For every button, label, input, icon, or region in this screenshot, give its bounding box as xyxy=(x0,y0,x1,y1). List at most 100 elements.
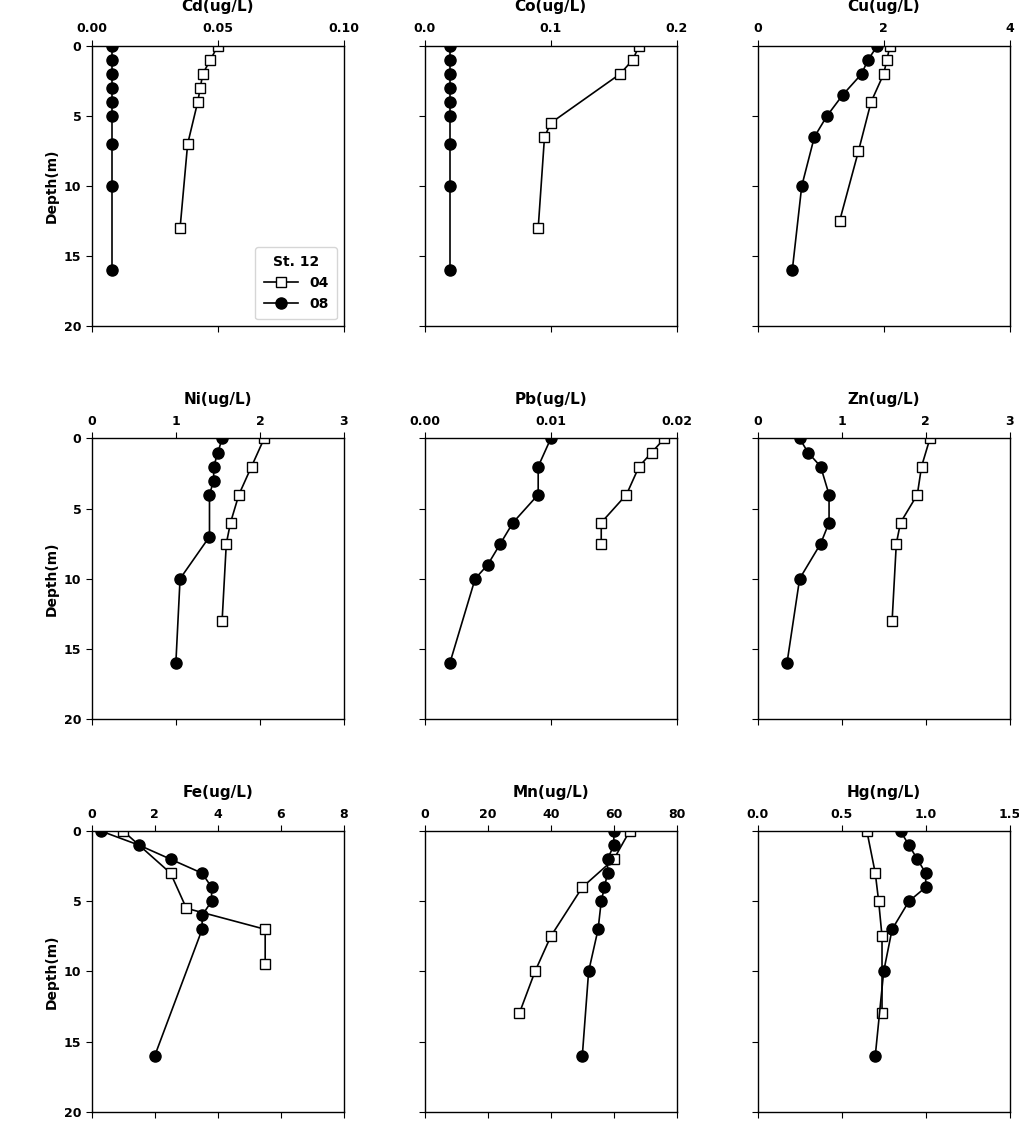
Line: 04: 04 xyxy=(834,41,894,226)
08 xyxy=(506,516,519,529)
Y-axis label: Depth(m): Depth(m) xyxy=(44,934,58,1008)
08 xyxy=(169,656,181,669)
08 xyxy=(132,839,145,853)
04 xyxy=(871,894,883,908)
Line: 08: 08 xyxy=(444,433,555,668)
Line: 04: 04 xyxy=(118,826,270,970)
08 xyxy=(443,179,455,193)
08 xyxy=(902,839,914,853)
04 xyxy=(852,144,864,158)
08 xyxy=(894,824,906,838)
08 xyxy=(870,39,882,53)
04 xyxy=(259,958,271,972)
Title: Cu(ug/L): Cu(ug/L) xyxy=(847,0,919,14)
08 xyxy=(205,880,217,894)
04 xyxy=(212,39,224,53)
Y-axis label: Depth(m): Depth(m) xyxy=(44,541,58,617)
08 xyxy=(820,109,833,123)
04 xyxy=(576,880,588,894)
08 xyxy=(910,853,922,866)
08 xyxy=(902,894,914,908)
08 xyxy=(443,656,455,669)
08 xyxy=(876,965,889,979)
04 xyxy=(860,824,872,838)
08 xyxy=(781,656,793,669)
08 xyxy=(196,909,208,923)
08 xyxy=(532,488,544,502)
08 xyxy=(836,88,848,102)
Line: 08: 08 xyxy=(869,825,930,1061)
04 xyxy=(886,614,898,628)
04 xyxy=(879,53,892,66)
Line: 04: 04 xyxy=(175,41,222,233)
04 xyxy=(594,516,606,529)
04 xyxy=(607,853,620,866)
Line: 04: 04 xyxy=(596,433,668,549)
Line: 04: 04 xyxy=(861,826,886,1019)
08 xyxy=(106,53,118,66)
08 xyxy=(443,53,455,66)
04 xyxy=(875,1006,888,1020)
Title: Hg(ng/L): Hg(ng/L) xyxy=(846,785,920,800)
08 xyxy=(106,39,118,53)
04 xyxy=(204,53,216,66)
08 xyxy=(196,866,208,880)
Legend: 04, 08: 04, 08 xyxy=(255,246,336,320)
08 xyxy=(208,460,220,473)
08 xyxy=(106,95,118,109)
08 xyxy=(886,923,898,936)
08 xyxy=(855,66,867,80)
04 xyxy=(923,432,935,446)
08 xyxy=(861,53,873,66)
04 xyxy=(657,432,669,446)
04 xyxy=(868,866,880,880)
08 xyxy=(919,880,931,894)
08 xyxy=(494,536,506,550)
08 xyxy=(106,264,118,277)
08 xyxy=(443,39,455,53)
08 xyxy=(106,109,118,123)
08 xyxy=(443,81,455,95)
04 xyxy=(197,66,209,80)
08 xyxy=(203,529,215,543)
08 xyxy=(106,81,118,95)
04 xyxy=(914,460,926,473)
04 xyxy=(513,1006,525,1020)
08 xyxy=(601,853,613,866)
Line: 04: 04 xyxy=(887,433,933,626)
08 xyxy=(795,179,807,193)
08 xyxy=(814,460,826,473)
04 xyxy=(875,929,888,943)
04 xyxy=(645,446,657,460)
04 xyxy=(538,131,550,144)
08 xyxy=(591,923,603,936)
04 xyxy=(833,214,845,228)
04 xyxy=(544,116,556,129)
08 xyxy=(601,866,613,880)
08 xyxy=(919,866,931,880)
08 xyxy=(786,264,798,277)
Title: Fe(ug/L): Fe(ug/L) xyxy=(182,785,253,800)
08 xyxy=(607,824,620,838)
08 xyxy=(801,446,813,460)
04 xyxy=(232,488,245,502)
04 xyxy=(876,66,889,80)
08 xyxy=(793,572,805,586)
08 xyxy=(814,536,826,550)
04 xyxy=(894,516,906,529)
04 xyxy=(633,460,645,473)
Title: Co(ug/L): Co(ug/L) xyxy=(515,0,586,14)
04 xyxy=(890,536,902,550)
Title: Mn(ug/L): Mn(ug/L) xyxy=(512,785,589,800)
Line: 08: 08 xyxy=(786,40,882,276)
Line: 04: 04 xyxy=(533,41,643,233)
08 xyxy=(106,138,118,151)
08 xyxy=(598,880,610,894)
08 xyxy=(576,1049,588,1062)
04 xyxy=(626,53,638,66)
04 xyxy=(180,902,193,916)
Title: Ni(ug/L): Ni(ug/L) xyxy=(183,392,252,407)
04 xyxy=(181,138,194,151)
Title: Cd(ug/L): Cd(ug/L) xyxy=(181,0,254,14)
Line: 04: 04 xyxy=(514,826,634,1019)
